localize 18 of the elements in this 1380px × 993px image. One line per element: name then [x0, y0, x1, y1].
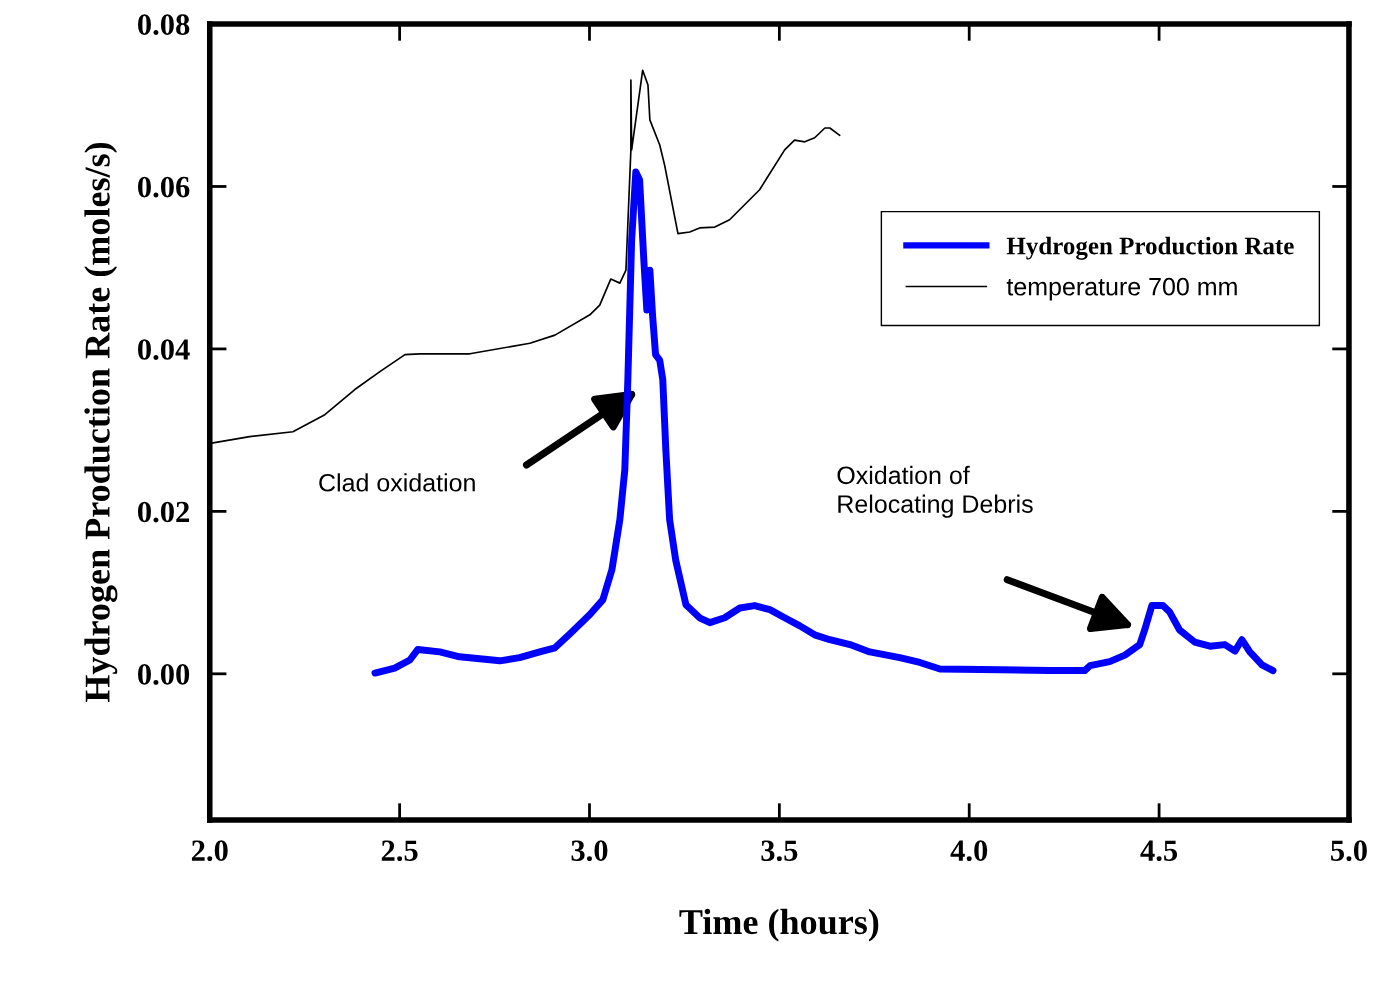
- x-tick-label: 2.0: [191, 840, 228, 862]
- x-tick-label: 4.5: [1140, 840, 1178, 862]
- y-tick-label: 0.00: [138, 664, 190, 685]
- annotation: Clad oxidation: [319, 473, 475, 492]
- x-tick-label: 3.0: [571, 840, 608, 862]
- legend-label: Hydrogen Production Rate: [1006, 236, 1294, 260]
- y-tick-label: 0.02: [138, 501, 189, 523]
- x-axis-title: Time (hours): [679, 908, 879, 942]
- y-axis-title: Hydrogen Production Rate (moles/s): [84, 142, 118, 703]
- y-tick-label: 0.04: [138, 339, 190, 360]
- x-tick-label: 4.0: [950, 840, 988, 862]
- y-tick-label: 0.06: [138, 176, 190, 198]
- x-tick-label: 3.5: [761, 840, 798, 862]
- y-tick-label: 0.08: [138, 14, 190, 36]
- x-tick-label: 5.0: [1331, 840, 1367, 862]
- annotation: Oxidation of Relocating Debris: [837, 465, 1033, 518]
- x-tick-label: 2.5: [381, 840, 418, 862]
- legend-label: temperature 700 mm: [1006, 277, 1237, 301]
